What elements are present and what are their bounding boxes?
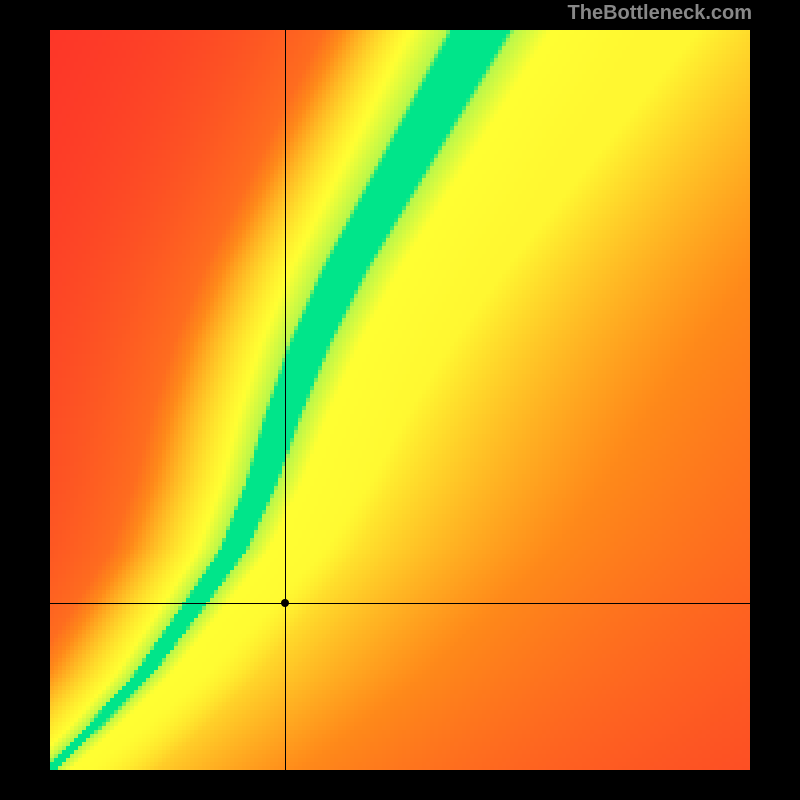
crosshair-vertical — [285, 30, 286, 770]
crosshair-horizontal — [50, 603, 750, 604]
heatmap-canvas — [50, 30, 750, 770]
chart-container: TheBottleneck.com — [0, 0, 800, 800]
plot-area — [50, 30, 750, 770]
data-point-marker — [281, 599, 289, 607]
watermark-text: TheBottleneck.com — [568, 2, 752, 25]
